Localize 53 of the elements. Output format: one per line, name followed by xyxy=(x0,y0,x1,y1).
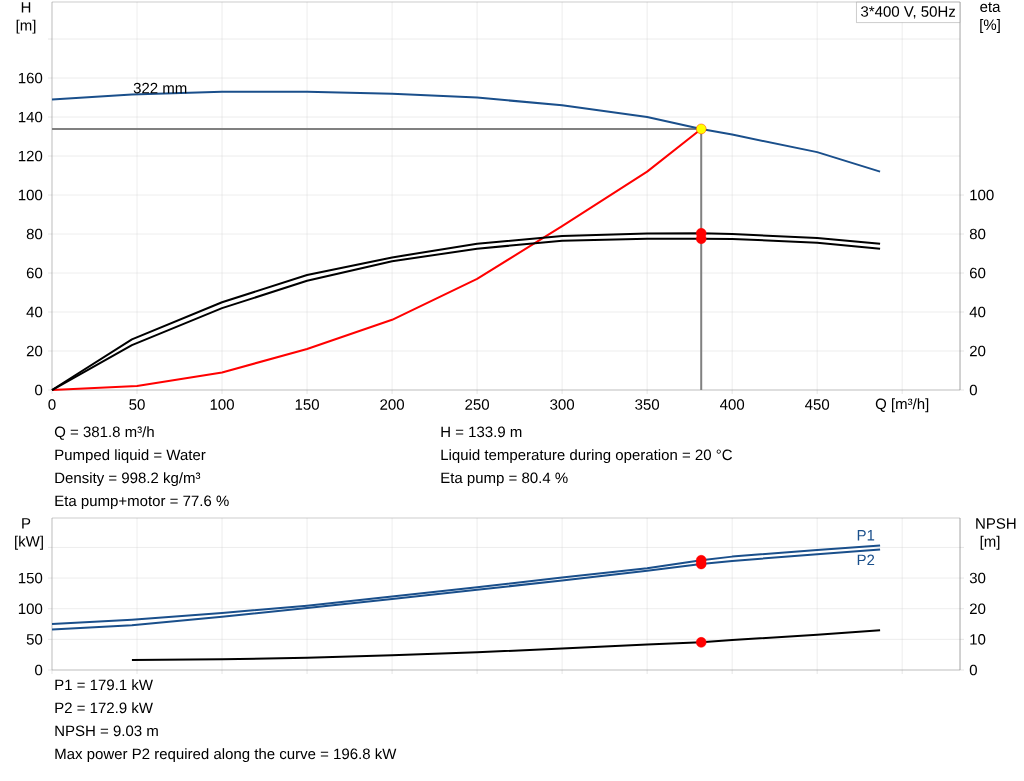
y2-axis-title: eta [%] xyxy=(980,2,1001,33)
x-tick-label: 300 xyxy=(550,399,575,410)
y2-tick-label: 0 xyxy=(969,384,977,396)
x-axis-title: Q [m³/h] xyxy=(875,398,929,413)
y-tick-label: 120 xyxy=(18,150,43,162)
y-tick-label: 50 xyxy=(26,634,43,645)
text: Q = 381.8 m³/h xyxy=(54,426,154,440)
y-tick-label: 40 xyxy=(26,306,43,318)
text: Max power P2 required along the curve = 196.8 kW xyxy=(55,748,397,763)
y-tick-label: 20 xyxy=(26,345,43,357)
y2-tick-label: 30 xyxy=(969,572,986,584)
text: Eta pump+motor = 77.6 % xyxy=(55,495,229,510)
y2-tick-label: 40 xyxy=(969,306,986,318)
x-tick-label: 200 xyxy=(380,399,404,410)
text: P1 = 179.1 kW xyxy=(55,679,153,691)
x-tick-label: 150 xyxy=(295,399,319,410)
y2-tick-label: 20 xyxy=(969,345,986,357)
y2-tick-label: 10 xyxy=(970,634,986,645)
x-tick-label: 0 xyxy=(48,399,56,410)
y-tick-label: 60 xyxy=(26,267,43,279)
text: H = 133.9 m xyxy=(441,426,522,438)
text: Liquid temperature during operation = 20 °C xyxy=(441,449,732,464)
y2-axis-title: NPSH [m] xyxy=(976,518,1016,550)
y-tick-label: 80 xyxy=(26,228,43,240)
x-tick-label: 450 xyxy=(805,399,830,410)
text: NPSH = 9.03 m xyxy=(55,725,158,737)
y-tick-label: 0 xyxy=(35,664,43,676)
y-tick-label: 0 xyxy=(35,384,43,396)
y-axis-title: P [kW] xyxy=(15,518,43,550)
y2-tick-label: 20 xyxy=(969,603,986,615)
text: Eta pump = 80.4 % xyxy=(441,472,568,487)
y-tick-label: 150 xyxy=(18,572,43,584)
y-tick-label: 160 xyxy=(18,72,43,84)
annotation: 322 mm xyxy=(133,82,187,94)
x-tick-label: 400 xyxy=(719,399,745,410)
y-tick-label: 100 xyxy=(18,189,43,201)
text: P2 = 172.9 kW xyxy=(55,702,153,714)
x-tick-label: 250 xyxy=(465,399,490,410)
y2-tick-label: 0 xyxy=(969,664,977,676)
y2-tick-label: 100 xyxy=(970,189,994,201)
chart-title: 3*400 V, 50Hz xyxy=(861,6,956,19)
y-tick-label: 140 xyxy=(18,111,43,123)
y2-tick-label: 60 xyxy=(969,267,986,279)
text: Pumped liquid = Water xyxy=(55,449,206,464)
y-tick-label: 100 xyxy=(18,603,43,615)
series-label: P2 xyxy=(857,554,875,566)
series-label: P1 xyxy=(857,530,875,541)
x-tick-label: 50 xyxy=(129,399,145,410)
x-tick-label: 100 xyxy=(210,399,234,410)
y2-tick-label: 80 xyxy=(969,228,986,240)
y-axis-title: H [m] xyxy=(16,2,36,34)
text: Density = 998.2 kg/m³ xyxy=(55,472,201,487)
x-tick-label: 350 xyxy=(635,399,660,410)
